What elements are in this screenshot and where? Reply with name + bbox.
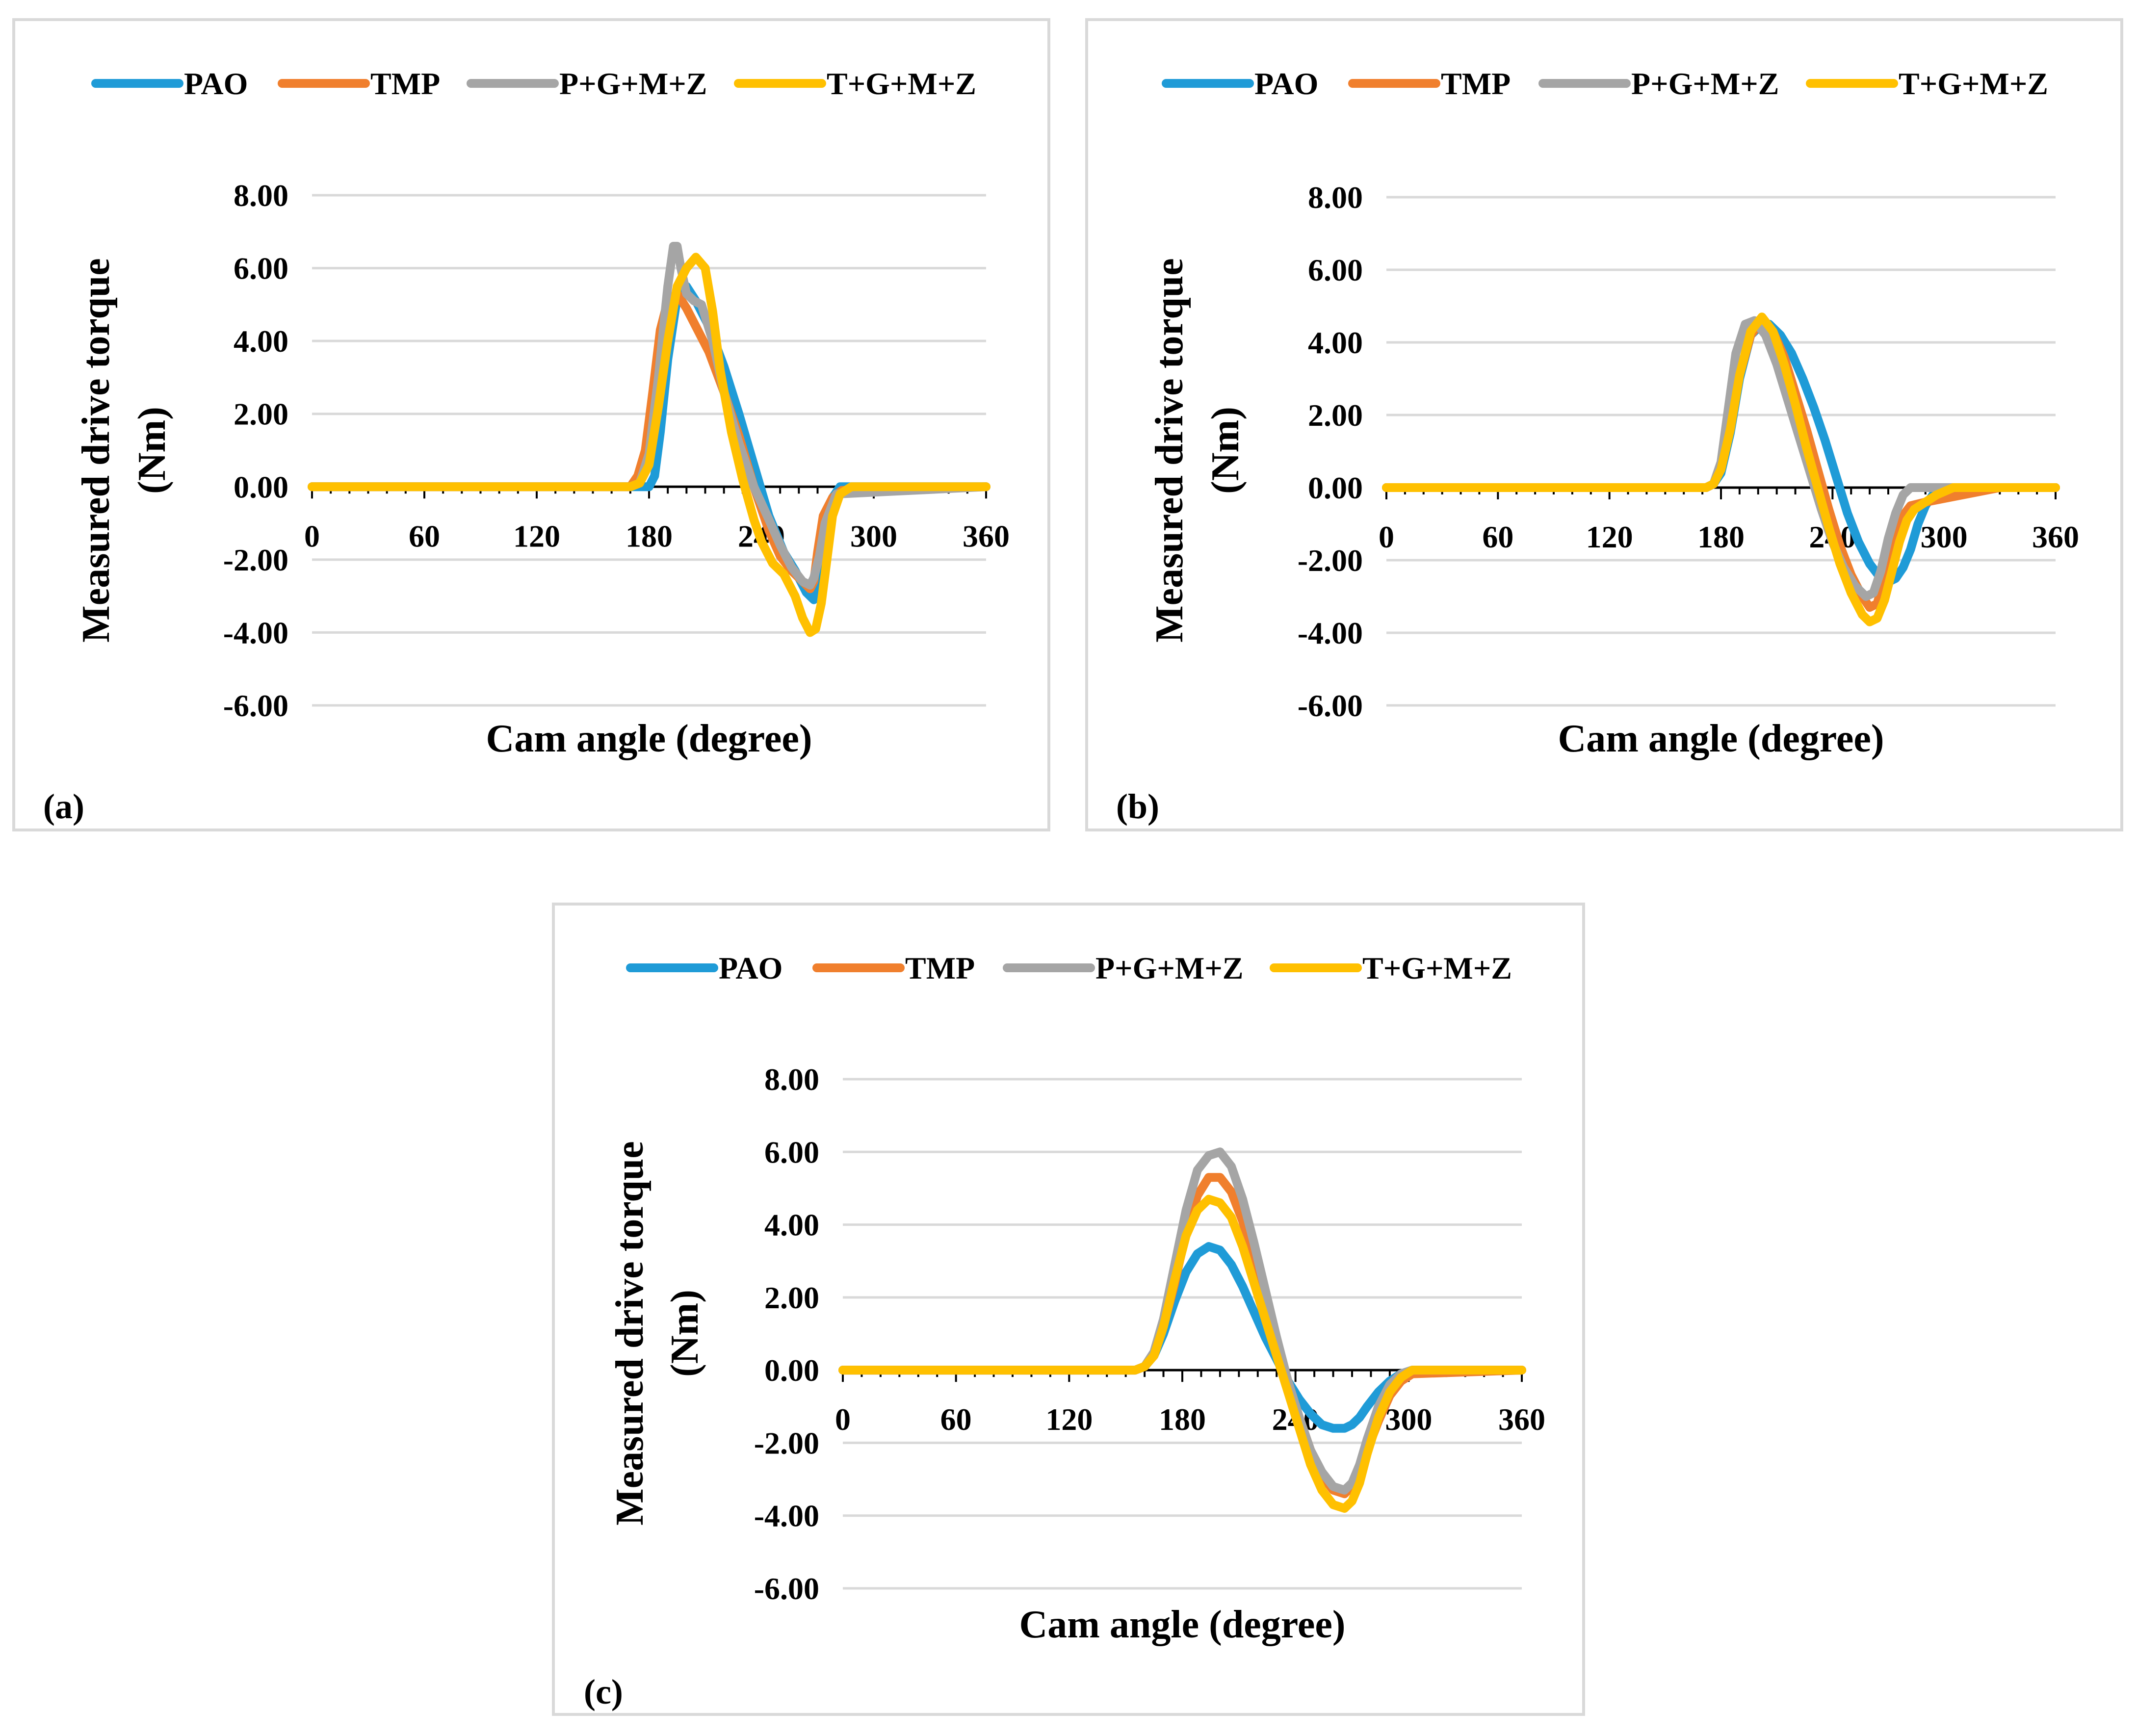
x-tick-label: 180 [625, 518, 673, 553]
legend-label: T+G+M+Z [827, 66, 976, 101]
chart-panel-b: 8.00 6.00 4.00 2.00 0.00 -2.00 -4.00 -6.00 0 60 12… [1116, 66, 2079, 826]
x-tick-label: 180 [1697, 519, 1745, 554]
panel-label: (c) [584, 1672, 623, 1711]
panel-label: (b) [1116, 787, 1159, 826]
y-tick-label: 8.00 [234, 178, 288, 213]
x-tick-label: 120 [1045, 1402, 1093, 1437]
y-axis-unit: (Nm) [663, 1290, 706, 1377]
y-tick-label: 0.00 [1308, 470, 1363, 505]
x-axis-title: Cam angle (degree) [486, 717, 812, 760]
x-tick-label: 300 [1921, 519, 1968, 554]
legend-label: PAO [1254, 66, 1318, 101]
x-tick-label: 60 [940, 1402, 972, 1437]
panel-c-frame [552, 903, 1585, 1716]
series-line-t-g-m-z [1382, 312, 2060, 626]
y-tick-label: 6.00 [1308, 253, 1363, 287]
y-tick-label: -4.00 [1298, 616, 1363, 650]
y-tick-label: 2.00 [234, 397, 288, 432]
chart-panel-c: 8.00 6.00 4.00 2.00 0.00 -2.00 -4.00 -6.00 0 60 12… [584, 951, 1545, 1711]
panel-label: (a) [43, 787, 84, 826]
legend-label: PAO [719, 951, 782, 985]
y-tick-label: 4.00 [764, 1208, 819, 1243]
series-line-t-g-m-z [308, 253, 990, 637]
legend-label: TMP [905, 951, 975, 985]
y-tick-label: 0.00 [234, 469, 288, 504]
y-axis-unit: (Nm) [130, 407, 174, 494]
y-axis-title: Measured drive torque [608, 1141, 652, 1526]
y-tick-label: 4.00 [1308, 325, 1363, 360]
x-axis-title: Cam angle (degree) [1558, 717, 1884, 760]
y-tick-label: 6.00 [764, 1135, 819, 1169]
y-tick-label: -6.00 [754, 1571, 819, 1606]
y-tick-label: 8.00 [1308, 180, 1363, 215]
y-tick-label: 4.00 [234, 324, 288, 359]
y-tick-label: -2.00 [1298, 543, 1363, 578]
x-tick-label: 300 [850, 518, 897, 553]
y-tick-label: 2.00 [764, 1280, 819, 1315]
x-tick-label: 120 [513, 518, 560, 553]
y-tick-label: -2.00 [223, 543, 288, 577]
x-tick-label: 60 [1482, 519, 1513, 554]
x-tick-label: 180 [1159, 1402, 1206, 1437]
chart-panel-a: 8.00 6.00 4.00 2.00 0.00 -2.00 -4.00 -6.00 0 60 12… [43, 66, 1010, 826]
x-tick-label: 360 [1498, 1402, 1545, 1437]
y-axis-title: Measured drive torque [75, 258, 118, 643]
x-tick-label: 360 [2032, 519, 2079, 554]
y-tick-label: -6.00 [223, 688, 288, 723]
y-tick-label: 6.00 [234, 251, 288, 286]
y-tick-label: -4.00 [754, 1499, 819, 1533]
series-line-t-g-m-z [838, 1194, 1526, 1513]
x-tick-label: 0 [1379, 519, 1394, 554]
x-tick-label: 0 [835, 1402, 851, 1437]
legend-label: P+G+M+Z [1631, 66, 1779, 101]
legend-label: T+G+M+Z [1362, 951, 1512, 985]
legend-label: TMP [370, 66, 440, 101]
legend-label: P+G+M+Z [1095, 951, 1243, 985]
y-tick-label: 2.00 [1308, 398, 1363, 433]
x-axis-title: Cam angle (degree) [1019, 1603, 1346, 1646]
y-tick-label: 8.00 [764, 1062, 819, 1097]
y-tick-label: -6.00 [1298, 688, 1363, 723]
y-tick-label: 0.00 [764, 1353, 819, 1388]
panel-b-frame [1085, 18, 2123, 831]
y-tick-label: -4.00 [223, 615, 288, 650]
panel-a-frame [12, 18, 1050, 831]
x-tick-label: 300 [1385, 1402, 1432, 1437]
x-tick-label: 120 [1586, 519, 1633, 554]
y-axis-title: Measured drive torque [1148, 258, 1191, 643]
x-tick-label: 60 [409, 518, 440, 553]
legend-label: TMP [1441, 66, 1511, 101]
legend-label: PAO [184, 66, 248, 101]
legend-label: T+G+M+Z [1899, 66, 2048, 101]
y-tick-label: -2.00 [754, 1425, 819, 1460]
legend-label: P+G+M+Z [559, 66, 707, 101]
x-tick-label: 360 [963, 518, 1010, 553]
y-axis-unit: (Nm) [1204, 407, 1247, 494]
x-tick-label: 0 [304, 518, 320, 553]
